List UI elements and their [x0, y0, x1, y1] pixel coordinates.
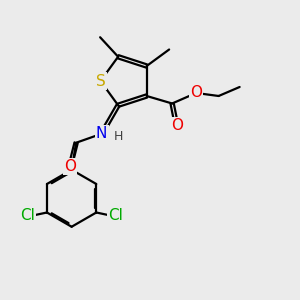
Text: O: O [190, 85, 202, 100]
Text: Cl: Cl [20, 208, 35, 223]
Text: O: O [171, 118, 183, 134]
Text: S: S [96, 74, 105, 88]
Text: O: O [64, 159, 76, 174]
Text: N: N [96, 126, 107, 141]
Text: H: H [113, 130, 123, 143]
Text: Cl: Cl [108, 208, 123, 223]
